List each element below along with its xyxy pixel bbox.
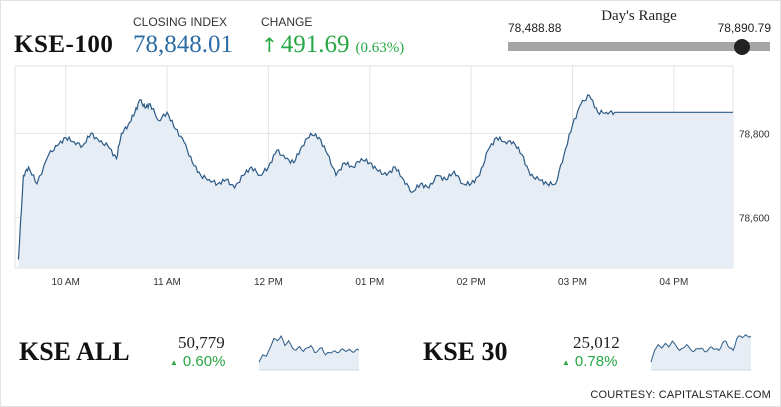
days-range-title: Day's Range [601, 8, 677, 24]
days-range-high: 78,890.79 [717, 21, 771, 35]
x-tick-label: 02 PM [457, 277, 486, 288]
days-range-marker [734, 39, 751, 55]
days-range-track [508, 42, 770, 51]
sparkline-line [258, 334, 360, 363]
x-tick-label: 01 PM [355, 277, 384, 288]
change-value: 491.69 [280, 31, 350, 58]
courtesy-credit: COURTESY: CAPITALSTAKE.COM [590, 389, 771, 401]
up-triangle-icon: ▲ [562, 357, 570, 367]
series-line [17, 94, 733, 260]
change-caption: CHANGE [261, 15, 313, 29]
kse-30-change-percent: 0.78% [574, 353, 618, 370]
kse-all-name: KSE ALL [19, 337, 130, 366]
sparkline-area [651, 334, 751, 370]
x-tick-label: 03 PM [558, 277, 587, 288]
kse-all-change: ▲ 0.60% [170, 353, 225, 370]
kse-all-change-percent: 0.60% [182, 353, 226, 370]
up-arrow-icon: ↑ [261, 33, 278, 57]
kse-30-change: ▲ 0.78% [562, 353, 617, 370]
up-triangle-icon: ▲ [170, 357, 178, 367]
x-tick-label: 10 AM [52, 277, 80, 288]
kse-30-sparkline [650, 334, 752, 371]
x-tick-label: 11 AM [153, 277, 181, 288]
y-tick-label: 78,800 [739, 129, 770, 140]
closing-index-value: 78,848.01 [133, 31, 233, 58]
x-tick-label: 04 PM [659, 277, 688, 288]
days-range-low: 78,488.88 [508, 21, 562, 35]
change-percent: (0.63%) [355, 40, 405, 56]
kse-all-sparkline [258, 334, 360, 371]
index-name: KSE-100 [14, 31, 114, 58]
y-tick-label: 78,600 [739, 214, 770, 225]
sparkline-line [650, 334, 752, 363]
series-area [18, 94, 733, 269]
sparkline-area [259, 336, 359, 370]
change-block: ↑ 491.69 (0.63%) [261, 31, 404, 59]
kse-all-value: 50,779 [178, 333, 225, 352]
x-tick-label: 12 PM [254, 277, 283, 288]
kse-30-name: KSE 30 [423, 337, 508, 366]
closing-index-caption: CLOSING INDEX [133, 15, 228, 29]
kse-30-value: 25,012 [573, 333, 620, 352]
kse-100-intraday-chart: 10 AM 11 AM 12 PM 01 PM 02 PM 03 PM 04 PM 78,80… [14, 65, 770, 288]
